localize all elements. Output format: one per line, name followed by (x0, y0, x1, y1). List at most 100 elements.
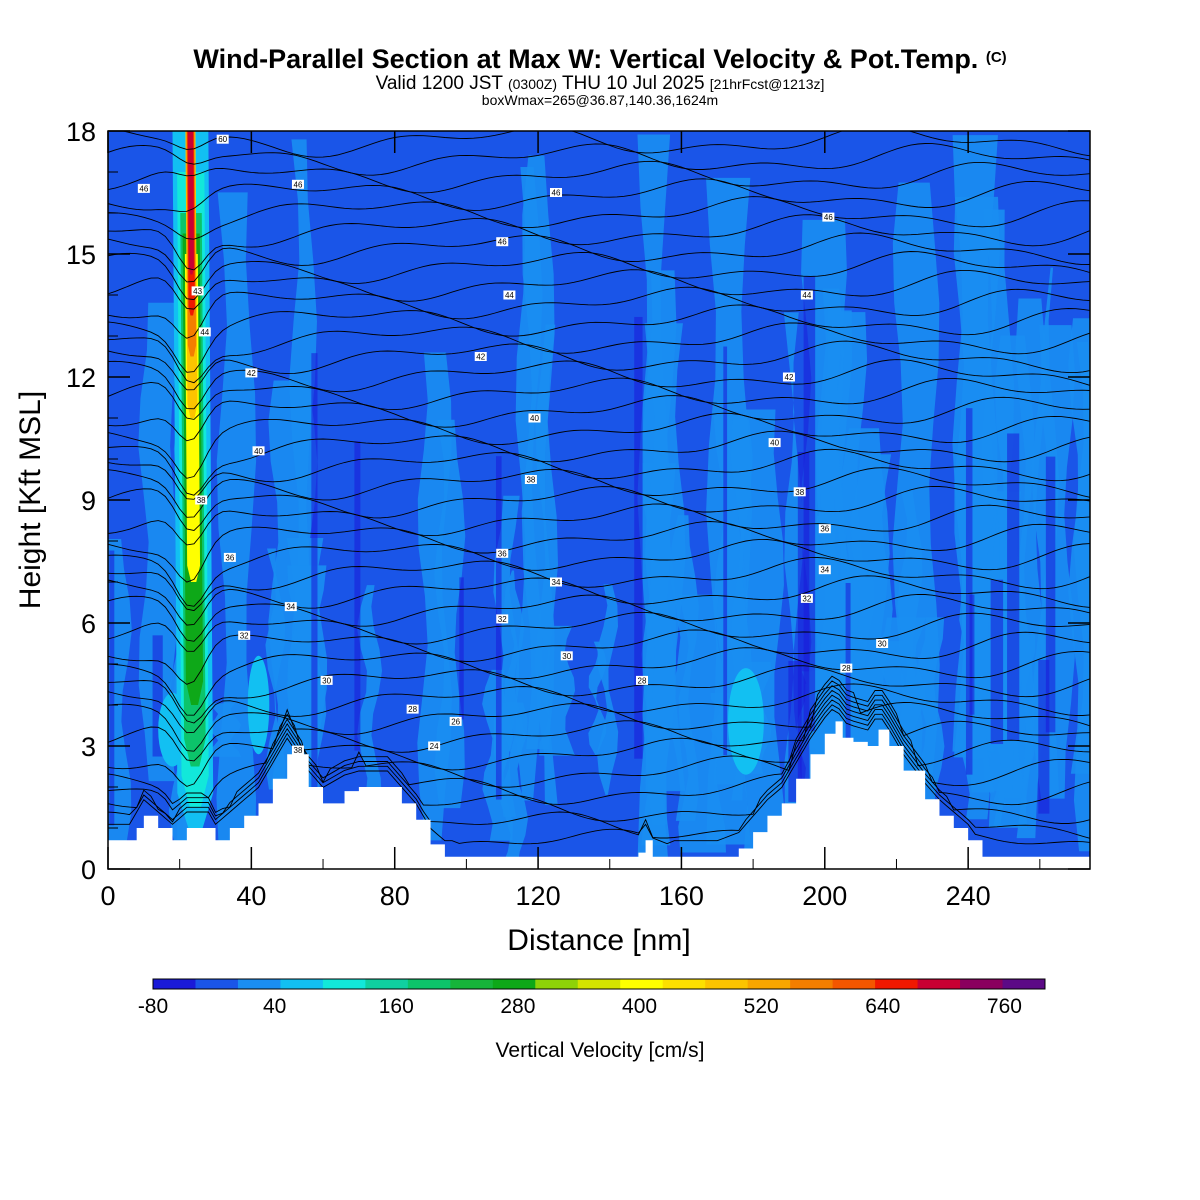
downdraft-patch (723, 346, 728, 756)
downdraft-patch (965, 408, 973, 775)
contour-label-bg (800, 290, 813, 300)
contour-label-text: 32 (240, 631, 249, 640)
contour-label-bg (238, 630, 251, 640)
x-axis-label: Distance [nm] (507, 924, 690, 957)
theta-isentrope (108, 143, 1090, 176)
contour-label-bg (793, 487, 806, 497)
theta-contour-label: 42 (245, 368, 258, 378)
contour-label-bg (474, 352, 487, 361)
colorbar-swatch (662, 979, 706, 989)
theta-isentrope (108, 232, 1090, 283)
main-updraft-column (172, 131, 214, 828)
contour-label-bg (291, 745, 304, 755)
theta-isentrope (108, 538, 1090, 607)
theta-contour-label: 46 (822, 212, 835, 222)
theta-contour-label: 38 (793, 487, 806, 497)
contour-label-text: 38 (293, 746, 302, 755)
colorbar-tick-label: 280 (500, 995, 535, 1018)
contour-label-text: 26 (451, 717, 460, 726)
contour-label-text: 46 (552, 189, 561, 198)
colorbar-swatch (280, 979, 324, 989)
downdraft-patch (1038, 659, 1050, 814)
contour-label-bg (549, 577, 562, 587)
contour-label-text: 40 (254, 447, 263, 456)
theta-isentrope (108, 377, 1090, 420)
colorbar-swatch (705, 979, 749, 989)
contour-label-text: 28 (638, 676, 647, 685)
theta-contour-label: 43 (191, 286, 204, 296)
contour-label-bg (768, 438, 781, 448)
contour-label-bg (449, 716, 462, 726)
x-tick-label: 120 (516, 881, 561, 911)
w-streak (644, 323, 686, 792)
w-streak (138, 302, 181, 782)
w-streak (678, 594, 727, 853)
theta-isentrope (108, 467, 1090, 518)
contour-label-text: 36 (225, 553, 234, 562)
theta-contour-label: 32 (496, 614, 509, 624)
theta-contour-label: 28 (636, 675, 649, 685)
contour-label-text: 34 (820, 566, 829, 575)
contour-label-text: 36 (498, 549, 507, 558)
colorbar-swatch (790, 979, 834, 989)
contour-label-text: 34 (552, 578, 561, 587)
contour-label-text: 30 (322, 676, 331, 685)
updraft-band (187, 131, 194, 275)
colorbar-swatch (450, 979, 494, 989)
theta-isentrope (108, 683, 1090, 734)
contour-label-bg (840, 663, 853, 673)
theta-contour-label: 46 (137, 183, 150, 193)
contour-label-bg (503, 290, 516, 300)
contour-label-text: 38 (795, 488, 804, 497)
contour-label-bg (406, 704, 419, 714)
colorbar-swatch (832, 979, 876, 989)
theta-isentrope (108, 160, 1090, 194)
downdraft-patch (459, 577, 464, 720)
colorbar-swatch (365, 979, 409, 989)
theta-isentrope (108, 503, 1090, 546)
contour-label-bg (137, 183, 150, 193)
y-tick-label: 12 (66, 363, 96, 393)
theta-contour-label: 40 (768, 438, 781, 448)
contour-label-text: 42 (476, 353, 485, 362)
w-streak (783, 312, 804, 812)
contour-label-bg (818, 524, 831, 534)
theta-isentrope (108, 675, 1090, 752)
contour-label-bg (524, 475, 537, 484)
colorbar-swatch (1002, 979, 1046, 989)
w-streak (596, 584, 619, 795)
theta-isentrope (108, 196, 1090, 240)
downdraft-patch (969, 594, 975, 715)
colorbar-swatch (875, 979, 919, 989)
contour-label-text: 28 (842, 664, 851, 673)
updraft-cell (247, 655, 270, 755)
contour-label-bg (549, 188, 562, 197)
contour-label-text: 46 (498, 238, 507, 247)
contour-label-bg (216, 134, 229, 144)
theta-contour-label: 44 (503, 290, 516, 300)
theta-isentrope (108, 340, 1090, 391)
y-tick-label: 3 (81, 732, 96, 762)
theta-isentrope (108, 685, 1090, 787)
contour-label-bg (191, 286, 204, 296)
theta-isentrope (108, 575, 1090, 626)
updraft-cell (728, 668, 764, 775)
theta-isentrope (108, 412, 1090, 479)
theta-contour-label: 40 (252, 446, 265, 456)
theta-isentrope (121, 131, 1090, 158)
colorbar-swatch (407, 979, 451, 989)
contour-label-bg (496, 614, 509, 624)
contour-label-text: 34 (286, 603, 295, 612)
colorbar-swatch (747, 979, 791, 989)
downdraft-patch (797, 452, 810, 816)
forecast-info: [21hrFcst@1213z] (709, 76, 825, 92)
contour-label-text: 44 (505, 291, 514, 300)
contour-label-bg (284, 602, 297, 612)
theta-contour-label: 38 (195, 495, 208, 505)
contour-label-text: 30 (562, 652, 571, 661)
colorbar-frame (152, 978, 1046, 990)
theta-contour-label: 30 (876, 639, 889, 649)
plot-area: 60 46 46 46 46 46 43 44 44 44 42 42 42 40 40 40 38 38 38 36… (108, 131, 1090, 869)
